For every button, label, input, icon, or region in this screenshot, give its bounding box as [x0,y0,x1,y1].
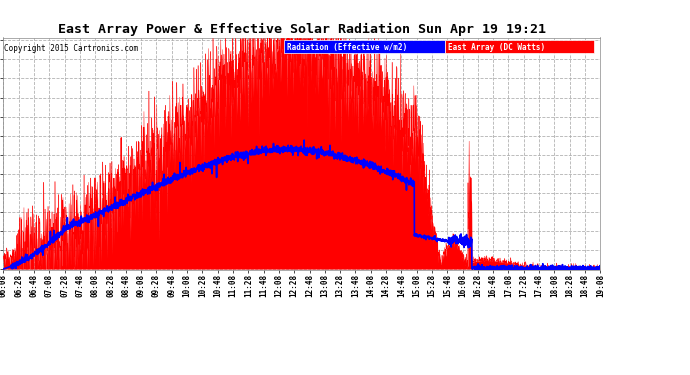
Title: East Array Power & Effective Solar Radiation Sun Apr 19 19:21: East Array Power & Effective Solar Radia… [58,23,546,36]
Bar [284,40,445,53]
Text: Copyright 2015 Cartronics.com: Copyright 2015 Cartronics.com [4,45,138,54]
Bar [445,40,594,53]
Text: East Array (DC Watts): East Array (DC Watts) [448,44,545,52]
Text: Radiation (Effective w/m2): Radiation (Effective w/m2) [287,44,407,52]
